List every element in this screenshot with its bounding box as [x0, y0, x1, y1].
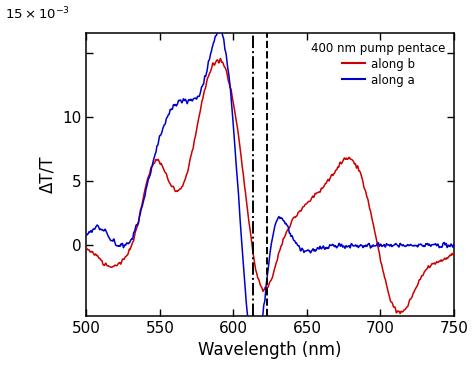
Y-axis label: ΔT/T: ΔT/T — [39, 156, 57, 193]
Legend: along b, along a: along b, along a — [309, 39, 448, 89]
X-axis label: Wavelength (nm): Wavelength (nm) — [199, 341, 342, 360]
Text: $15\times10^{-3}$: $15\times10^{-3}$ — [6, 5, 71, 22]
